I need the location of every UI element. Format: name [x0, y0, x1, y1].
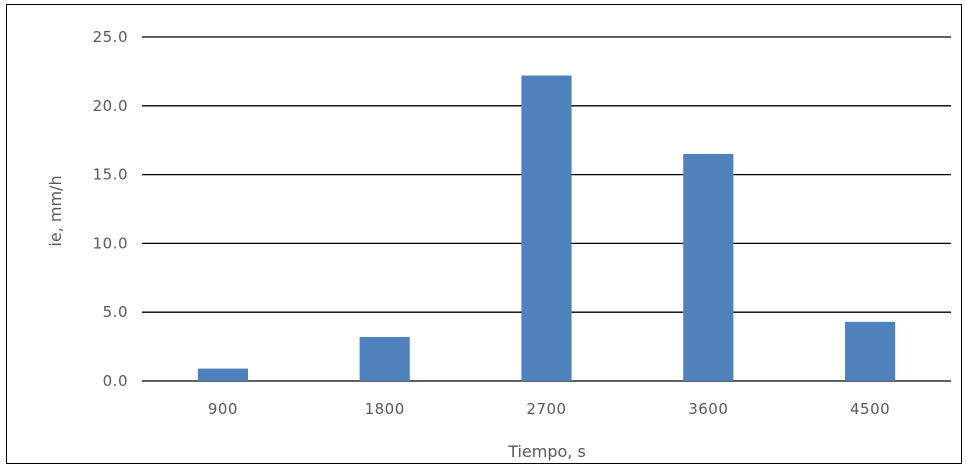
y-tick-label: 5.0 [103, 303, 128, 321]
bars [197, 75, 896, 381]
x-tick-label: 3600 [688, 400, 728, 418]
y-tick-label: 10.0 [93, 234, 128, 252]
y-axis-title: ie, mm/h [46, 175, 65, 246]
x-tick-label: 4500 [850, 400, 890, 418]
y-tick-label: 20.0 [93, 97, 128, 115]
bar [359, 336, 410, 381]
x-tick-label: 2700 [526, 400, 566, 418]
y-tick-label: 25.0 [93, 28, 128, 46]
bar-chart: 0.0 5.0 10.0 15.0 20.0 25.0 900 1800 2700 3600 45… [46, 28, 951, 461]
y-axis-ticks: 0.0 5.0 10.0 15.0 20.0 25.0 [93, 28, 128, 390]
bar [197, 368, 248, 381]
x-axis-title: Tiempo, s [507, 442, 586, 461]
bar [521, 75, 572, 381]
x-tick-label: 1800 [365, 400, 405, 418]
x-tick-label: 900 [208, 400, 238, 418]
bar [845, 321, 896, 381]
bar [683, 153, 734, 381]
y-tick-label: 0.0 [103, 372, 128, 390]
chart-frame: 0.0 5.0 10.0 15.0 20.0 25.0 900 1800 2700 3600 45… [6, 4, 962, 464]
y-tick-label: 15.0 [93, 166, 128, 184]
x-axis-ticks: 900 1800 2700 3600 4500 [208, 400, 890, 418]
